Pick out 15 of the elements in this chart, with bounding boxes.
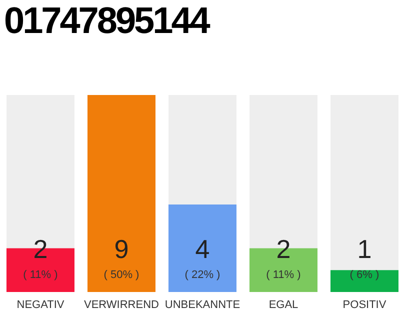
x-tick-label: VERWIRREND [84, 298, 160, 311]
annotation: ( 50% ) [104, 269, 140, 281]
annotation: ( 11% ) [266, 269, 301, 281]
x-tick-label: NEGATIV [16, 298, 65, 311]
x-tick-label: POSITIV [342, 298, 387, 311]
annotation: ( 22% ) [184, 269, 220, 281]
chart-title: 01747895144 [4, 0, 208, 42]
data-label: 9 [114, 234, 129, 264]
data-label: 4 [195, 234, 210, 264]
data-label: 1 [357, 234, 372, 264]
x-tick-label: UNBEKANNTE [164, 298, 240, 311]
annotation: ( 6% ) [350, 269, 380, 281]
x-tick-label: EGAL [268, 298, 298, 311]
bar [330, 270, 398, 292]
annotation: ( 11% ) [23, 269, 58, 281]
